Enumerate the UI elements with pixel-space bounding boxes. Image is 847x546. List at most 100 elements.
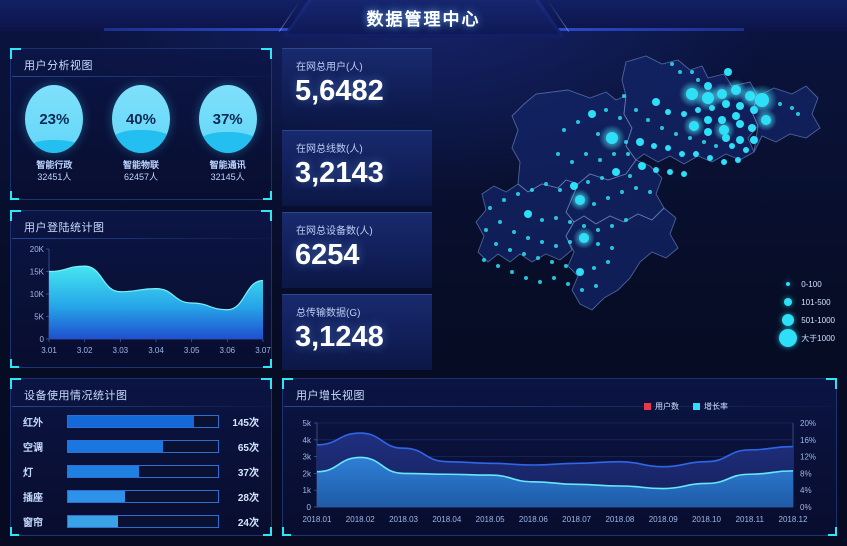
map-data-point[interactable] — [606, 260, 610, 264]
map-data-point[interactable] — [606, 196, 610, 200]
map-data-point[interactable] — [717, 89, 727, 99]
map-data-point[interactable] — [704, 116, 712, 124]
map-data-point[interactable] — [540, 218, 544, 222]
map-region[interactable] — [475, 179, 579, 263]
map-data-point[interactable] — [634, 186, 638, 190]
device-bar-row[interactable]: 红外 145次 — [23, 411, 259, 431]
map-data-point[interactable] — [536, 256, 540, 260]
map-data-point[interactable] — [554, 244, 558, 248]
map-data-point[interactable] — [582, 224, 586, 228]
map-data-point[interactable] — [484, 228, 488, 232]
map-data-point[interactable] — [735, 157, 741, 163]
map-data-point[interactable] — [596, 228, 600, 232]
map-data-point[interactable] — [678, 70, 682, 74]
map-data-point[interactable] — [568, 240, 572, 244]
map-region[interactable] — [565, 207, 679, 311]
map-data-point[interactable] — [721, 159, 727, 165]
map-data-point[interactable] — [612, 168, 620, 176]
map-data-point[interactable] — [575, 195, 585, 205]
map-data-point[interactable] — [660, 126, 664, 130]
map-data-point[interactable] — [610, 246, 614, 250]
map-data-point[interactable] — [550, 260, 554, 264]
map-data-point[interactable] — [724, 68, 732, 76]
map-data-point[interactable] — [592, 202, 596, 206]
map-data-point[interactable] — [748, 124, 756, 132]
map-data-point[interactable] — [556, 152, 560, 156]
map-data-point[interactable] — [524, 276, 528, 280]
map-data-point[interactable] — [522, 252, 526, 256]
map-data-point[interactable] — [562, 128, 566, 132]
map-region[interactable] — [621, 55, 759, 165]
map-data-point[interactable] — [796, 112, 800, 116]
map-data-point[interactable] — [516, 192, 520, 196]
map-data-point[interactable] — [665, 145, 671, 151]
map-data-point[interactable] — [538, 280, 542, 284]
kpi-card[interactable]: 在网总用户(人) 5,6482 — [282, 48, 432, 124]
map-data-point[interactable] — [576, 268, 584, 276]
map-data-point[interactable] — [755, 93, 769, 107]
map-data-point[interactable] — [580, 288, 584, 292]
map-data-point[interactable] — [570, 160, 574, 164]
map-data-point[interactable] — [681, 171, 687, 177]
device-bar-row[interactable]: 插座 28次 — [23, 486, 259, 506]
map-data-point[interactable] — [579, 233, 589, 243]
map-data-point[interactable] — [702, 140, 706, 144]
map-data-point[interactable] — [732, 112, 740, 120]
map-data-point[interactable] — [606, 132, 618, 144]
map-data-point[interactable] — [652, 98, 660, 106]
legend-item[interactable]: 增长率 — [693, 401, 728, 412]
map-data-point[interactable] — [624, 140, 628, 144]
map-data-point[interactable] — [690, 70, 694, 74]
map-data-point[interactable] — [693, 151, 699, 157]
map-data-point[interactable] — [540, 240, 544, 244]
map-data-point[interactable] — [736, 102, 744, 110]
map-data-point[interactable] — [512, 230, 516, 234]
map-data-point[interactable] — [731, 85, 741, 95]
map-data-point[interactable] — [722, 100, 730, 108]
map-data-point[interactable] — [502, 198, 506, 202]
map-data-point[interactable] — [600, 176, 604, 180]
map-data-point[interactable] — [651, 143, 657, 149]
map-data-point[interactable] — [714, 144, 718, 148]
map-data-point[interactable] — [750, 136, 758, 144]
map-data-point[interactable] — [624, 218, 628, 222]
map-data-point[interactable] — [586, 180, 590, 184]
map-data-point[interactable] — [526, 236, 530, 240]
map-data-point[interactable] — [689, 121, 699, 131]
map-data-point[interactable] — [750, 106, 758, 114]
map-data-point[interactable] — [508, 248, 512, 252]
map-data-point[interactable] — [610, 224, 614, 228]
device-bar-row[interactable]: 空调 65次 — [23, 436, 259, 456]
map-data-point[interactable] — [482, 258, 486, 262]
map-data-point[interactable] — [554, 216, 558, 220]
map-data-point[interactable] — [510, 270, 514, 274]
map-data-point[interactable] — [653, 167, 659, 173]
map-data-point[interactable] — [584, 152, 588, 156]
map-data-point[interactable] — [552, 276, 556, 280]
map-data-point[interactable] — [704, 128, 712, 136]
map-data-point[interactable] — [736, 136, 744, 144]
map-data-point[interactable] — [722, 134, 730, 142]
map-data-point[interactable] — [588, 110, 596, 118]
map-data-point[interactable] — [696, 78, 700, 82]
map-data-point[interactable] — [648, 190, 652, 194]
map-data-point[interactable] — [604, 108, 608, 112]
map-data-point[interactable] — [558, 188, 562, 192]
map-data-point[interactable] — [674, 132, 678, 136]
map-data-point[interactable] — [596, 242, 600, 246]
gauge-item[interactable]: 37% 智能通讯 32145人 — [190, 85, 266, 183]
kpi-card[interactable]: 总传输数据(G) 3,1248 — [282, 294, 432, 370]
map-data-point[interactable] — [598, 158, 602, 162]
map-data-point[interactable] — [544, 182, 548, 186]
map-data-point[interactable] — [719, 125, 729, 135]
map-data-point[interactable] — [626, 152, 630, 156]
gauge-item[interactable]: 40% 智能物联 62457人 — [103, 85, 179, 183]
map-data-point[interactable] — [778, 102, 782, 106]
legend-item[interactable]: 用户数 — [644, 401, 679, 412]
map-data-point[interactable] — [646, 118, 650, 122]
growth-chart-legend[interactable]: 用户数 增长率 — [644, 401, 728, 412]
map-data-point[interactable] — [636, 138, 644, 146]
map-canvas[interactable] — [440, 42, 840, 372]
map-data-point[interactable] — [634, 108, 638, 112]
device-bar-row[interactable]: 窗帘 24次 — [23, 511, 259, 531]
